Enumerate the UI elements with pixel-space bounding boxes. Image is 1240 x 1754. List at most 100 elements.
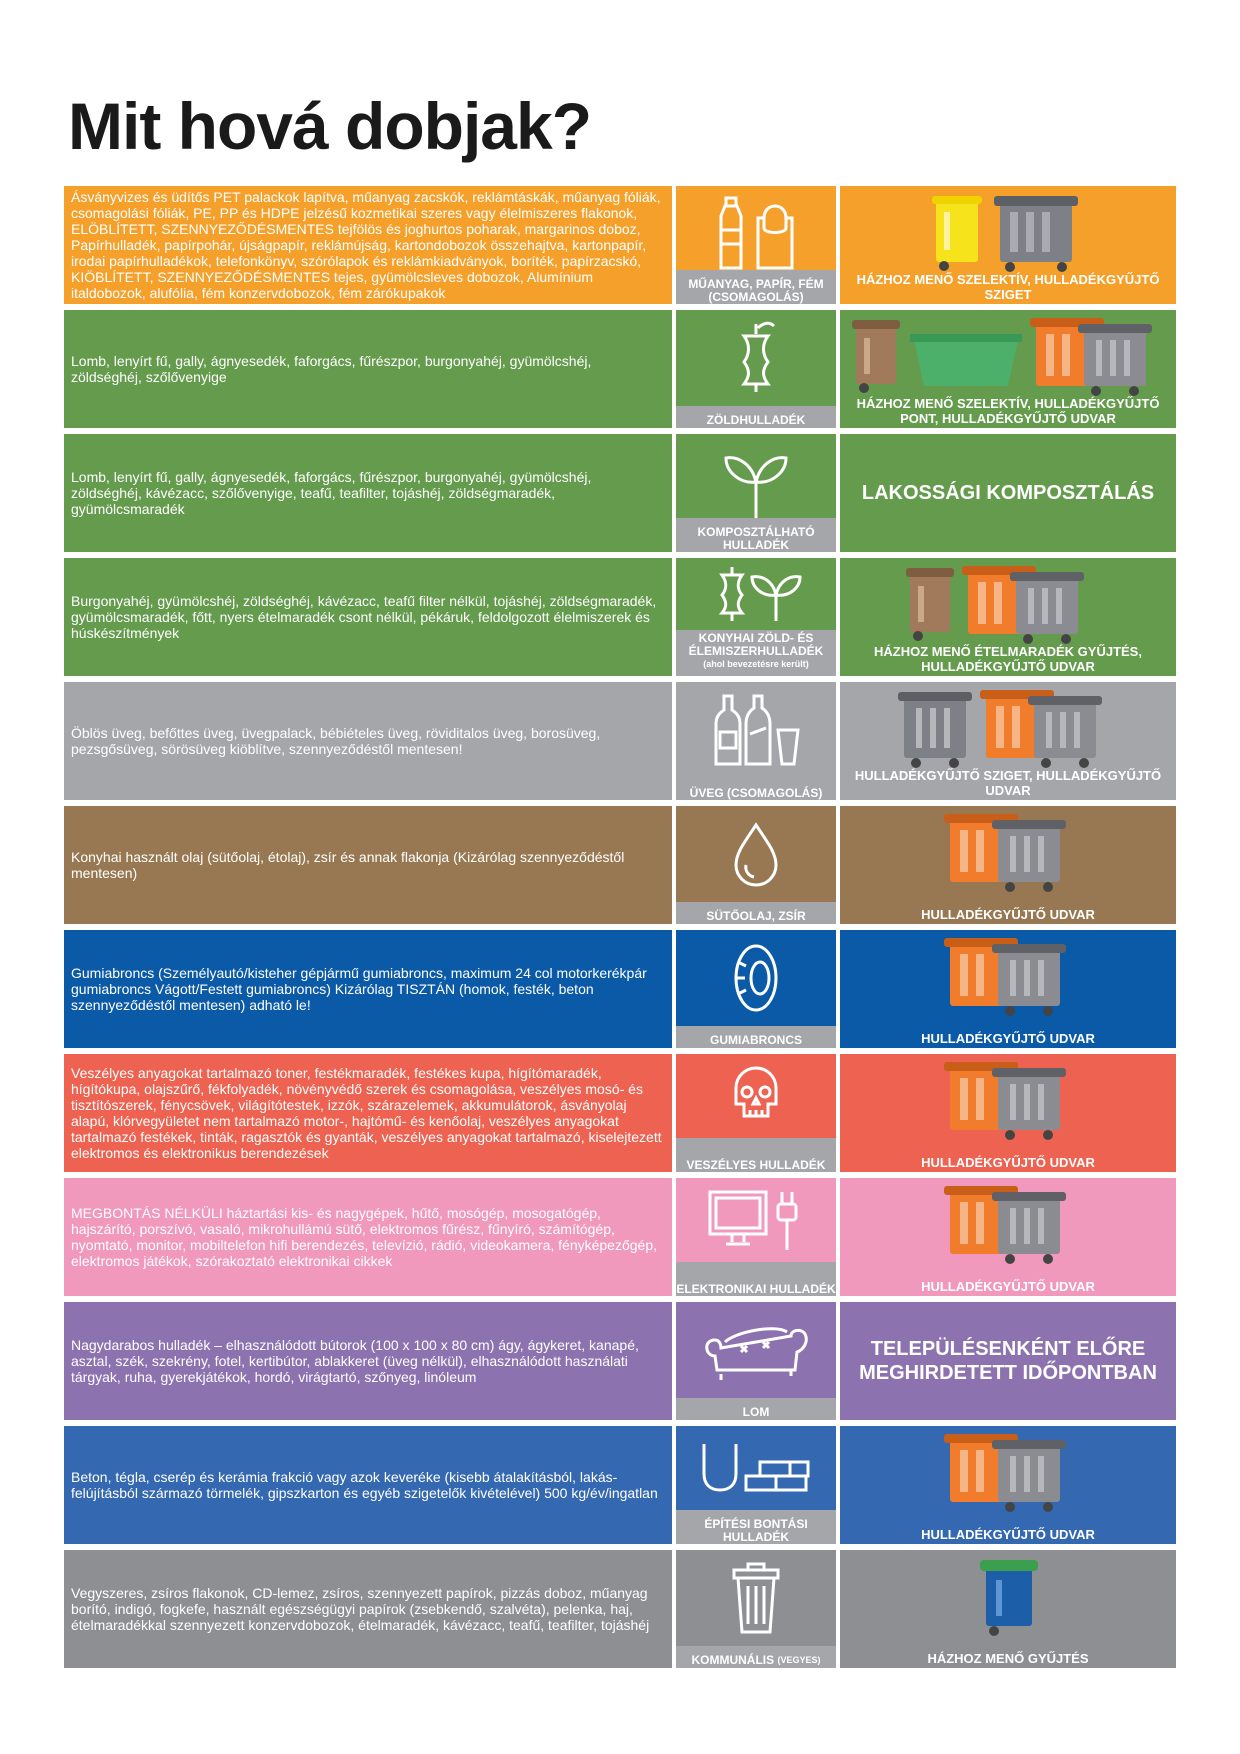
- bins-icon: [840, 1430, 1176, 1514]
- category-cell: ÜVEG (CSOMAGOLÁS): [676, 682, 836, 800]
- row-description: Lomb, lenyírt fű, gally, ágnyesedék, faf…: [71, 469, 592, 517]
- category-cell: KOMMUNÁLIS (VEGYES): [676, 1550, 836, 1668]
- row-description: Gumiabroncs (Személyautó/kisteher gépjár…: [71, 965, 647, 1013]
- category-cell: LOM: [676, 1302, 836, 1420]
- category-cell: GUMIABRONCS: [676, 930, 836, 1048]
- destination-label: HÁZHOZ MENŐ SZELEKTÍV, HULLADÉKGYŰJTŐ PO…: [856, 396, 1160, 426]
- bins-icon: [840, 1182, 1176, 1266]
- description-cell: Lomb, lenyírt fű, gally, ágnyesedék, faf…: [64, 434, 672, 552]
- destination-cell: HÁZHOZ MENŐ GYŰJTÉS: [840, 1550, 1176, 1668]
- row-description: Burgonyahéj, gyümölcshéj, zöldséghéj, ká…: [71, 593, 657, 641]
- destination-label: LAKOSSÁGI KOMPOSZTÁLÁS: [861, 482, 1155, 504]
- category-label-box: KOMMUNÁLIS (VEGYES): [676, 1646, 836, 1668]
- description-cell: Konyhai használt olaj (sütőolaj, étolaj)…: [64, 806, 672, 924]
- category-cell: KONYHAI ZÖLD- ÉS ÉLEMISZERHULLADÉK (ahol…: [676, 558, 836, 676]
- table-row: Vegyszeres, zsíros flakonok, CD-lemez, z…: [64, 1550, 1176, 1668]
- table-row: Beton, tégla, cserép és kerámia frakció …: [64, 1426, 1176, 1544]
- bottle-bag-icon: [676, 186, 836, 282]
- table-row: Veszélyes anyagokat tartalmazó toner, fe…: [64, 1054, 1176, 1172]
- destination-cell: HÁZHOZ MENŐ SZELEKTÍV, HULLADÉKGYŰJTŐ SZ…: [840, 186, 1176, 304]
- tire-icon: [676, 930, 836, 1026]
- table-row: Nagydarabos hulladék – elhasználódott bú…: [64, 1302, 1176, 1420]
- category-label: ZÖLDHULLADÉK: [676, 406, 836, 428]
- description-cell: Ásványvizes és üdítős PET palackok lapít…: [64, 186, 672, 304]
- row-description: Konyhai használt olaj (sütőolaj, étolaj)…: [71, 849, 625, 881]
- category-cell: ELEKTRONIKAI HULLADÉK: [676, 1178, 836, 1296]
- category-label-box: KONYHAI ZÖLD- ÉS ÉLEMISZERHULLADÉK (ahol…: [676, 630, 836, 676]
- bins-icon: [840, 934, 1176, 1018]
- bins-icon: [840, 686, 1176, 770]
- bins-icon: [840, 1554, 1176, 1638]
- table-row: Burgonyahéj, gyümölcshéj, zöldséghéj, ká…: [64, 558, 1176, 676]
- category-label: KOMMUNÁLIS: [691, 1653, 775, 1667]
- destination-label: HÁZHOZ MENŐ SZELEKTÍV, HULLADÉKGYŰJTŐ SZ…: [856, 272, 1160, 302]
- bricks-icon: [676, 1426, 836, 1510]
- destination-cell: HULLADÉKGYŰJTŐ UDVAR: [840, 1054, 1176, 1172]
- category-label: MŰANYAG, PAPÍR, FÉM (CSOMAGOLÁS): [676, 270, 836, 304]
- table-row: Konyhai használt olaj (sütőolaj, étolaj)…: [64, 806, 1176, 924]
- destination-cell: HULLADÉKGYŰJTŐ UDVAR: [840, 1426, 1176, 1544]
- row-description: Vegyszeres, zsíros flakonok, CD-lemez, z…: [71, 1585, 650, 1633]
- row-description: Beton, tégla, cserép és kerámia frakció …: [71, 1469, 658, 1501]
- destination-cell: TELEPÜLÉSENKÉNT ELŐRE MEGHIRDETETT IDŐPO…: [840, 1302, 1176, 1420]
- waste-table: Ásványvizes és üdítős PET palackok lapít…: [64, 186, 1176, 1674]
- description-cell: Burgonyahéj, gyümölcshéj, zöldséghéj, ká…: [64, 558, 672, 676]
- row-description: Lomb, lenyírt fű, gally, ágnyesedék, faf…: [71, 353, 592, 385]
- row-description: MEGBONTÁS NÉLKÜLI háztartási kis- és nag…: [71, 1205, 657, 1269]
- page-title: Mit hová dobjak?: [68, 89, 592, 163]
- table-row: Öblös üveg, befőttes üveg, üvegpalack, b…: [64, 682, 1176, 800]
- destination-label: HULLADÉKGYŰJTŐ UDVAR: [921, 1279, 1095, 1294]
- category-label: ÉPÍTÉSI BONTÁSI HULLADÉK: [676, 1510, 836, 1544]
- destination-label: HULLADÉKGYŰJTŐ UDVAR: [921, 907, 1095, 922]
- category-cell: MŰANYAG, PAPÍR, FÉM (CSOMAGOLÁS): [676, 186, 836, 304]
- table-row: Gumiabroncs (Személyautó/kisteher gépjár…: [64, 930, 1176, 1048]
- apple-core-icon: [676, 310, 836, 406]
- destination-label: HULLADÉKGYŰJTŐ UDVAR: [921, 1527, 1095, 1542]
- destination-label: HULLADÉKGYŰJTŐ UDVAR: [921, 1031, 1095, 1046]
- destination-cell: HÁZHOZ MENŐ ÉTELMARADÉK GYŰJTÉS, HULLADÉ…: [840, 558, 1176, 676]
- skull-icon: [676, 1054, 836, 1138]
- destination-cell: HULLADÉKGYŰJTŐ SZIGET, HULLADÉKGYŰJTŐ UD…: [840, 682, 1176, 800]
- table-row: Lomb, lenyírt fű, gally, ágnyesedék, faf…: [64, 310, 1176, 428]
- category-cell: SÜTŐOLAJ, ZSÍR: [676, 806, 836, 924]
- category-cell: ÉPÍTÉSI BONTÁSI HULLADÉK: [676, 1426, 836, 1544]
- bins-icon: [840, 190, 1176, 274]
- category-cell: VESZÉLYES HULLADÉK: [676, 1054, 836, 1172]
- category-label: SÜTŐOLAJ, ZSÍR: [676, 902, 836, 924]
- destination-cell: HULLADÉKGYŰJTŐ UDVAR: [840, 930, 1176, 1048]
- category-cell: KOMPOSZTÁLHATÓ HULLADÉK: [676, 434, 836, 552]
- category-label: ÜVEG (CSOMAGOLÁS): [676, 766, 836, 800]
- category-note: (ahol bevezetésre került): [703, 659, 809, 669]
- description-cell: Öblös üveg, befőttes üveg, üvegpalack, b…: [64, 682, 672, 800]
- destination-label: HULLADÉKGYŰJTŐ UDVAR: [921, 1155, 1095, 1170]
- row-description: Öblös üveg, befőttes üveg, üvegpalack, b…: [71, 725, 601, 757]
- description-cell: Lomb, lenyírt fű, gally, ágnyesedék, faf…: [64, 310, 672, 428]
- monitor-plug-icon: [676, 1178, 836, 1262]
- table-row: MEGBONTÁS NÉLKÜLI háztartási kis- és nag…: [64, 1178, 1176, 1296]
- destination-label: HÁZHOZ MENŐ GYŰJTÉS: [927, 1651, 1089, 1666]
- sprout-icon: [676, 434, 836, 530]
- category-label: ELEKTRONIKAI HULLADÉK: [676, 1262, 836, 1296]
- description-cell: Gumiabroncs (Személyautó/kisteher gépjár…: [64, 930, 672, 1048]
- row-description: Ásványvizes és üdítős PET palackok lapít…: [71, 189, 661, 301]
- row-description: Nagydarabos hulladék – elhasználódott bú…: [71, 1337, 639, 1385]
- description-cell: MEGBONTÁS NÉLKÜLI háztartási kis- és nag…: [64, 1178, 672, 1296]
- destination-cell: LAKOSSÁGI KOMPOSZTÁLÁS: [840, 434, 1176, 552]
- category-label: KOMPOSZTÁLHATÓ HULLADÉK: [676, 518, 836, 552]
- description-cell: Beton, tégla, cserép és kerámia frakció …: [64, 1426, 672, 1544]
- bins-icon: [840, 810, 1176, 894]
- apple-core-sprout-icon: [676, 558, 836, 630]
- glass-bottles-icon: [676, 682, 836, 778]
- table-row: Ásványvizes és üdítős PET palackok lapít…: [64, 186, 1176, 304]
- destination-cell: HULLADÉKGYŰJTŐ UDVAR: [840, 1178, 1176, 1296]
- category-label: GUMIABRONCS: [676, 1026, 836, 1048]
- trash-can-icon: [676, 1550, 836, 1646]
- description-cell: Vegyszeres, zsíros flakonok, CD-lemez, z…: [64, 1550, 672, 1668]
- bins-icon: [840, 314, 1176, 398]
- destination-label: TELEPÜLÉSENKÉNT ELŐRE MEGHIRDETETT IDŐPO…: [859, 1338, 1157, 1384]
- destination-cell: HULLADÉKGYŰJTŐ UDVAR: [840, 806, 1176, 924]
- description-cell: Veszélyes anyagokat tartalmazó toner, fe…: [64, 1054, 672, 1172]
- category-label: KONYHAI ZÖLD- ÉS ÉLEMISZERHULLADÉK: [688, 631, 824, 658]
- sofa-icon: [676, 1302, 836, 1398]
- bins-icon: [840, 562, 1176, 646]
